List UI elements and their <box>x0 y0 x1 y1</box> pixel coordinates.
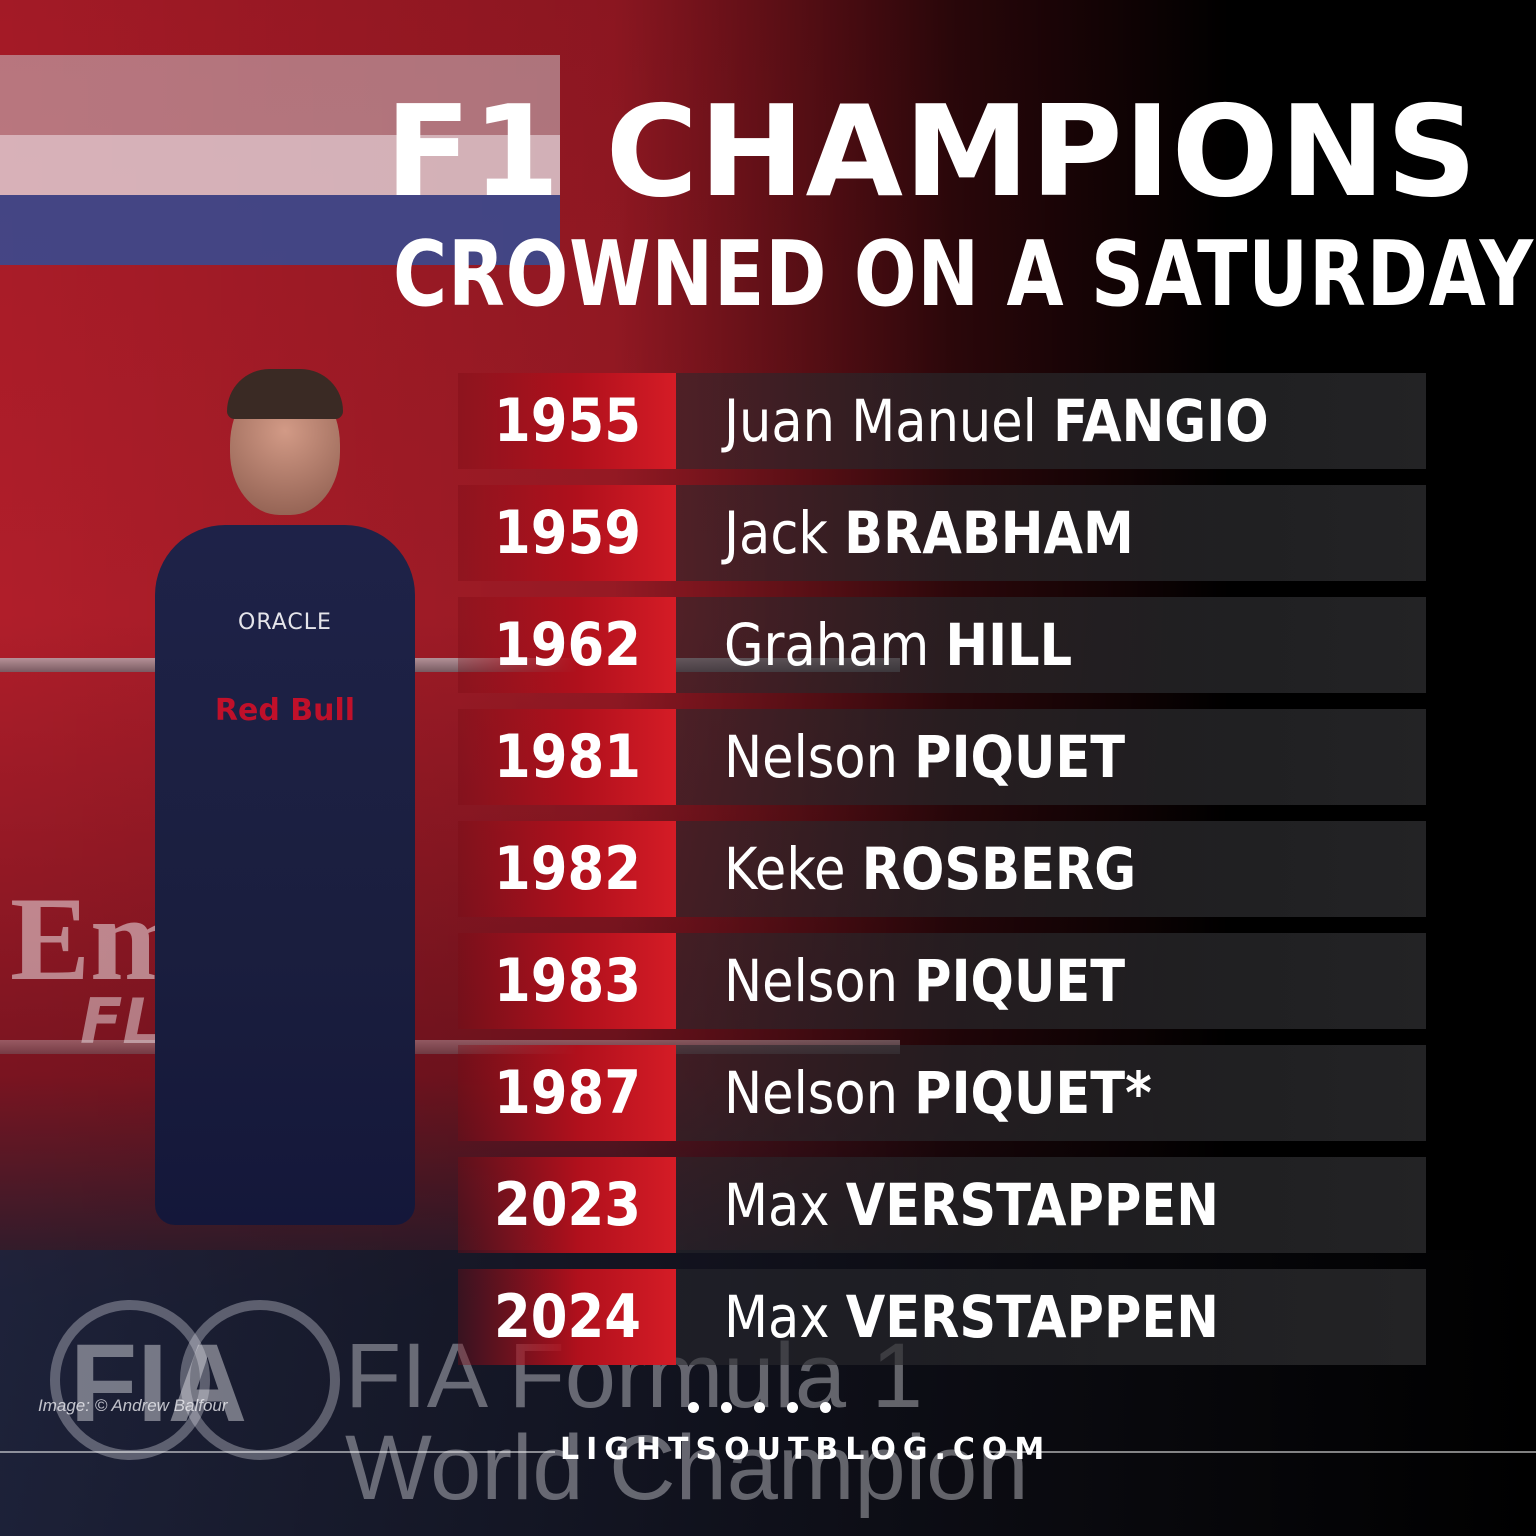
driver-first-name: Nelson <box>724 723 898 791</box>
driver-last-name: HILL <box>945 611 1073 679</box>
driver-cell: Max VERSTAPPEN <box>676 1157 1426 1253</box>
year-cell: 1982 <box>458 821 676 917</box>
table-row: 1959 Jack BRABHAM <box>458 485 1426 581</box>
table-row: 1955 Juan Manuel FANGIO <box>458 373 1426 469</box>
year-cell: 1962 <box>458 597 676 693</box>
page-subtitle: CROWNED ON A SATURDAY <box>393 222 1534 327</box>
driver-last-name: BRABHAM <box>844 499 1134 567</box>
driver-first-name: Keke <box>724 835 846 903</box>
driver-first-name: Max <box>724 1171 830 1239</box>
driver-cell: Juan Manuel FANGIO <box>676 373 1426 469</box>
driver-last-name: FANGIO <box>1053 387 1269 455</box>
year-cell: 1981 <box>458 709 676 805</box>
table-row: 1987 Nelson PIQUET* <box>458 1045 1426 1141</box>
dot-icon <box>820 1402 831 1413</box>
table-row: 2023 Max VERSTAPPEN <box>458 1157 1426 1253</box>
site-url: LIGHTSOUTBLOG.COM <box>560 1432 1052 1467</box>
table-row: 1982 Keke ROSBERG <box>458 821 1426 917</box>
driver-cell: Jack BRABHAM <box>676 485 1426 581</box>
fia-f1-line2: World Champion <box>345 1417 1029 1519</box>
driver-first-name: Nelson <box>724 947 898 1015</box>
dot-icon <box>688 1402 699 1413</box>
page-title: F1 CHAMPIONS <box>385 78 1478 225</box>
dot-icon <box>721 1402 732 1413</box>
table-row: 2024 Max VERSTAPPEN <box>458 1269 1426 1365</box>
footer-divider-right <box>990 1451 1536 1453</box>
driver-cell: Nelson PIQUET <box>676 933 1426 1029</box>
suit-sponsor-logo: ORACLE <box>238 610 332 635</box>
driver-first-name: Max <box>724 1283 830 1351</box>
driver-last-name: PIQUET* <box>914 1059 1152 1127</box>
table-row: 1962 Graham HILL <box>458 597 1426 693</box>
driver-cell: Nelson PIQUET* <box>676 1045 1426 1141</box>
driver-first-name: Jack <box>724 499 828 567</box>
suit-team-logo: Red Bull <box>214 693 356 728</box>
decorative-dots <box>688 1402 831 1413</box>
champions-table: 1955 Juan Manuel FANGIO 1959 Jack BRABHA… <box>458 373 1426 1381</box>
driver-hair <box>227 369 343 419</box>
driver-cell: Max VERSTAPPEN <box>676 1269 1426 1365</box>
year-cell: 2024 <box>458 1269 676 1365</box>
driver-cell: Graham HILL <box>676 597 1426 693</box>
driver-last-name: VERSTAPPEN <box>845 1283 1219 1351</box>
dot-icon <box>787 1402 798 1413</box>
fia-logo-ring-2 <box>180 1300 340 1460</box>
driver-first-name: Juan Manuel <box>724 387 1037 455</box>
year-cell: 2023 <box>458 1157 676 1253</box>
year-cell: 1983 <box>458 933 676 1029</box>
dutch-flag-background <box>0 55 560 265</box>
driver-last-name: ROSBERG <box>861 835 1137 903</box>
race-suit <box>155 525 415 1225</box>
driver-last-name: PIQUET <box>914 723 1126 791</box>
driver-first-name: Nelson <box>724 1059 898 1127</box>
dot-icon <box>754 1402 765 1413</box>
table-row: 1981 Nelson PIQUET <box>458 709 1426 805</box>
driver-photo: ORACLE Red Bull <box>135 369 435 1235</box>
photo-credit: Image: © Andrew Balfour <box>38 1396 228 1415</box>
year-cell: 1987 <box>458 1045 676 1141</box>
driver-last-name: PIQUET <box>914 947 1126 1015</box>
year-cell: 1959 <box>458 485 676 581</box>
driver-first-name: Graham <box>724 611 930 679</box>
fia-logo-text: FIA <box>70 1322 248 1445</box>
driver-cell: Keke ROSBERG <box>676 821 1426 917</box>
year-cell: 1955 <box>458 373 676 469</box>
table-row: 1983 Nelson PIQUET <box>458 933 1426 1029</box>
driver-cell: Nelson PIQUET <box>676 709 1426 805</box>
footer-divider-left <box>0 1451 555 1453</box>
driver-last-name: VERSTAPPEN <box>845 1171 1219 1239</box>
